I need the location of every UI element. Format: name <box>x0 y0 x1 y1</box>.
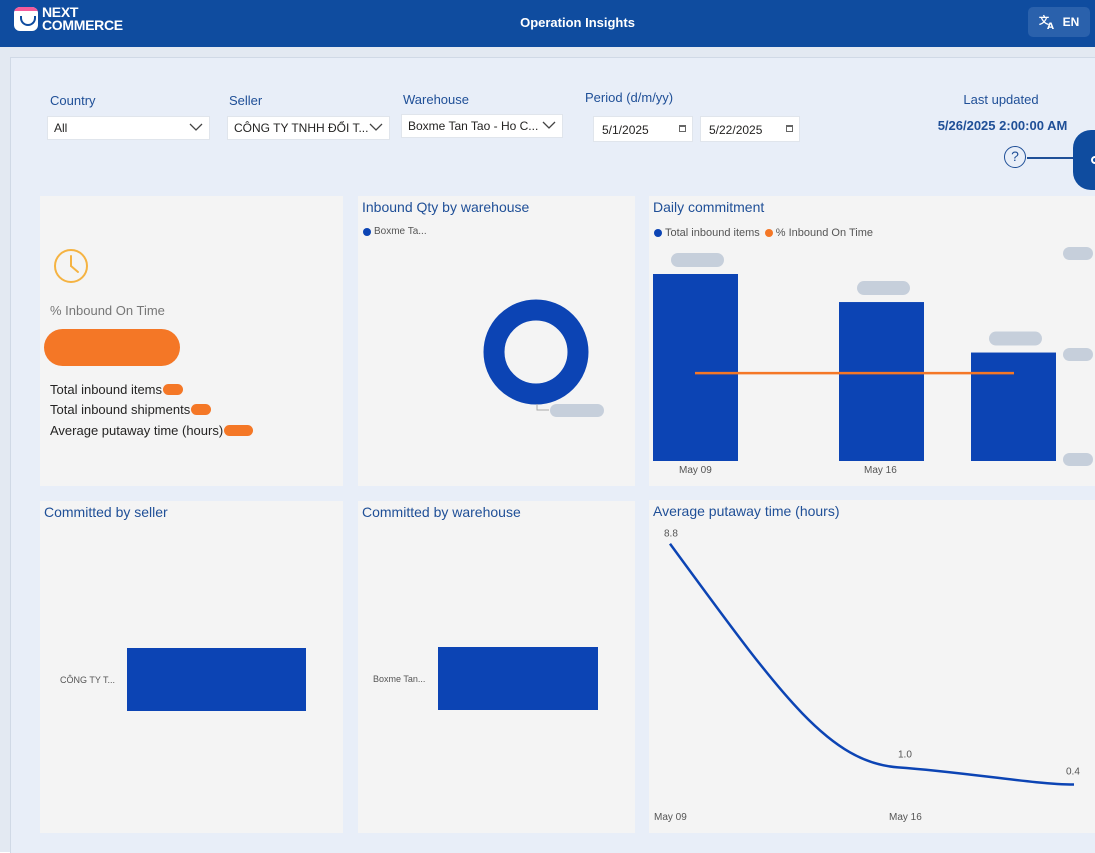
kpi-value-redacted <box>44 329 180 366</box>
average-putaway-card: Average putaway time (hours) 8.8 1.0 0.4 M… <box>649 500 1095 833</box>
y-axis-label-redacted <box>1063 453 1093 466</box>
card-title: Daily commitment <box>653 199 765 215</box>
kpi-label: Average putaway time (hours) <box>50 423 224 438</box>
bar-data-label-redacted <box>989 331 1042 346</box>
help-icon[interactable]: ? <box>1004 146 1026 168</box>
kpi-title: % Inbound On Time <box>50 303 165 318</box>
side-panel-tab[interactable] <box>1073 130 1095 190</box>
period-start-value: 5/1/2025 <box>602 123 649 137</box>
page-title: Operation Insights <box>520 15 635 30</box>
kpi-value-redacted <box>224 425 254 436</box>
legend-swatch <box>764 229 773 237</box>
chevron-down-icon <box>189 123 203 131</box>
help-connector-line <box>1027 157 1075 159</box>
y-axis-label-redacted <box>1063 247 1093 260</box>
legend-label: Boxme Ta... <box>374 226 427 237</box>
country-dropdown[interactable]: All <box>47 116 210 140</box>
kpi-value-redacted <box>163 384 184 395</box>
svg-text:文: 文 <box>1039 14 1050 27</box>
seller-dropdown[interactable]: CÔNG TY TNHH ĐỔI T... <box>227 116 390 140</box>
last-updated-value: 5/26/2025 2:00:00 AM <box>937 118 1068 133</box>
chart-legend[interactable]: Boxme Ta... <box>363 226 427 237</box>
committed-by-warehouse-card: Committed by warehouse Boxme Tan... <box>358 501 635 833</box>
legend-swatch <box>654 229 662 237</box>
card-title: Committed by warehouse <box>362 504 521 520</box>
country-value: All <box>54 121 68 135</box>
clock-icon <box>54 249 88 283</box>
language-label: EN <box>1062 15 1080 29</box>
bar[interactable] <box>839 302 924 461</box>
translate-icon: 文 A <box>1039 14 1054 30</box>
seller-value: CÔNG TY TNHH ĐỔI T... <box>234 121 369 135</box>
data-label: 8.8 <box>664 529 678 540</box>
card-title: Committed by seller <box>44 504 168 520</box>
legend-swatch <box>363 227 371 236</box>
warehouse-value: Boxme Tan Tao - Ho C... <box>408 119 539 133</box>
kpi-label: Total inbound shipments <box>50 402 191 417</box>
committed-by-seller-card: Committed by seller CÔNG TY T... <box>40 501 343 833</box>
kpi-row-putaway: Average putaway time (hours) <box>50 423 254 438</box>
chevron-down-icon <box>542 121 556 129</box>
chevron-down-icon <box>369 123 383 131</box>
kpi-card: % Inbound On Time Total inbound items To… <box>40 196 343 486</box>
warehouse-filter-label: Warehouse <box>403 92 469 107</box>
kpi-row-total-items: Total inbound items <box>50 382 184 397</box>
bar-data-label-redacted <box>857 281 910 296</box>
donut-leader-line <box>536 404 549 411</box>
last-updated-label: Last updated <box>963 92 1039 107</box>
period-filter-label: Period (d/m/yy) <box>585 90 674 105</box>
logo-line-1: NEXT <box>42 4 79 20</box>
daily-commitment-card: Daily commitment Total inbound items % I… <box>649 196 1095 486</box>
period-start-input[interactable]: 5/1/2025 <box>593 116 693 142</box>
donut-chart[interactable] <box>358 196 635 486</box>
putaway-series-line[interactable] <box>668 542 1075 786</box>
svg-text:A: A <box>1047 22 1054 30</box>
inbound-qty-card: Inbound Qty by warehouse Boxme Ta... <box>358 196 635 486</box>
bar-data-label-redacted <box>671 253 724 267</box>
card-title: Average putaway time (hours) <box>653 503 840 519</box>
period-end-value: 5/22/2025 <box>709 123 763 137</box>
x-tick-label: May 09 <box>679 465 712 476</box>
warehouse-dropdown[interactable]: Boxme Tan Tao - Ho C... <box>401 114 563 138</box>
warehouse-bar[interactable] <box>438 647 598 710</box>
seller-filter-label: Seller <box>229 93 263 108</box>
legend-label: Total inbound items <box>665 227 760 239</box>
data-label: 0.4 <box>1066 767 1080 778</box>
top-bar: NEXT COMMERCE Operation Insights 文 A EN <box>0 0 1095 48</box>
x-tick-label: May 16 <box>889 812 922 823</box>
donut-slice[interactable] <box>483 299 589 405</box>
chart-legend[interactable]: Total inbound items % Inbound On Time <box>654 227 873 239</box>
seller-bar[interactable] <box>127 648 306 711</box>
y-axis-label-redacted <box>1063 348 1093 361</box>
country-filter-label: Country <box>50 93 96 108</box>
x-tick-label: May 09 <box>654 812 687 823</box>
donut-data-label-redacted <box>550 404 604 417</box>
x-tick-label: May 16 <box>864 465 897 476</box>
kpi-label: Total inbound items <box>50 382 163 397</box>
logo-line-2: COMMERCE <box>42 17 123 33</box>
legend-label: % Inbound On Time <box>775 227 874 239</box>
calendar-icon[interactable] <box>679 125 686 132</box>
period-end-input[interactable]: 5/22/2025 <box>700 116 800 142</box>
category-label: Boxme Tan... <box>373 674 426 684</box>
category-label: CÔNG TY T... <box>60 675 116 685</box>
card-title: Inbound Qty by warehouse <box>362 199 530 215</box>
logo-icon <box>14 7 38 31</box>
putaway-line-chart[interactable]: 8.8 1.0 0.4 <box>649 500 1095 833</box>
data-label: 1.0 <box>898 749 912 760</box>
bar[interactable] <box>653 274 738 461</box>
app-logo[interactable]: NEXT COMMERCE <box>14 4 123 33</box>
bar[interactable] <box>971 352 1056 461</box>
calendar-icon[interactable] <box>786 125 793 132</box>
daily-commitment-chart[interactable] <box>649 196 1095 486</box>
kpi-row-total-shipments: Total inbound shipments <box>50 402 212 417</box>
kpi-value-redacted <box>191 404 212 415</box>
language-button[interactable]: 文 A EN <box>1028 7 1090 37</box>
